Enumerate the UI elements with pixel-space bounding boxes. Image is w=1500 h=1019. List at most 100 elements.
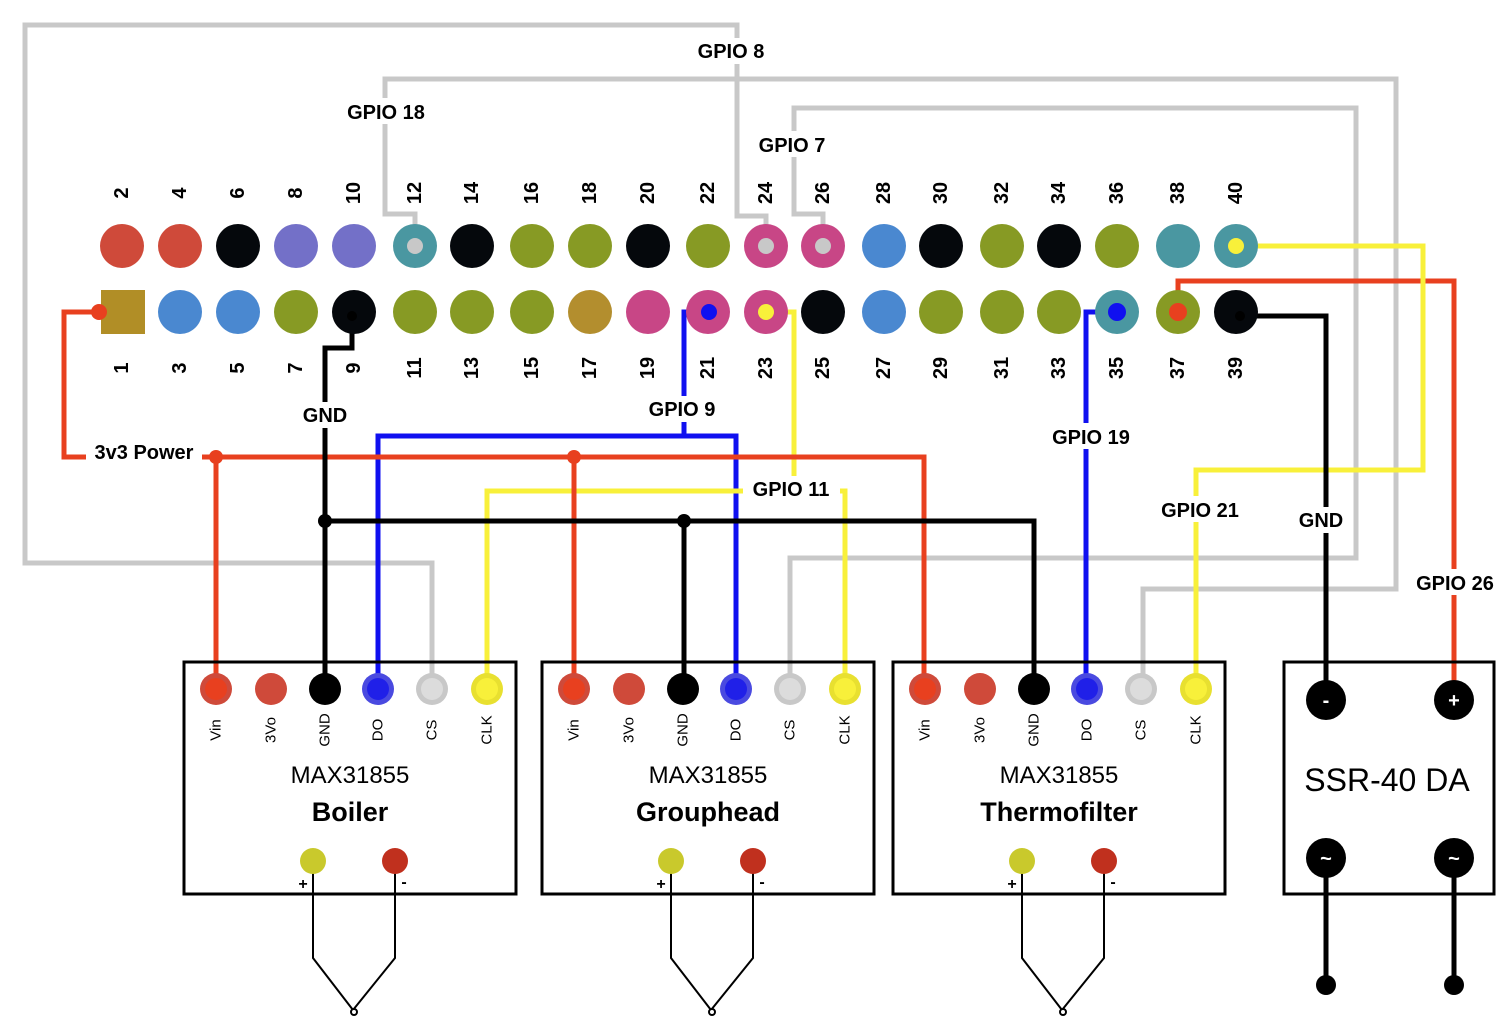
header-pin-number: 10 xyxy=(343,182,365,204)
thermocouple-wire xyxy=(312,861,396,1012)
header-pin-number: 21 xyxy=(697,357,719,379)
header-pin-7 xyxy=(274,290,318,334)
module-box xyxy=(891,660,1227,896)
label-gnd-left: GND xyxy=(303,405,347,427)
junction-power-grouphead xyxy=(567,450,581,464)
header-pin-number: 20 xyxy=(637,182,659,204)
module-pin-label: Vin xyxy=(566,719,583,740)
header-pin-number: 37 xyxy=(1167,357,1189,379)
module-pin-label: CS xyxy=(424,720,441,741)
module-pin-label: DO xyxy=(728,719,745,742)
tc-minus-terminal xyxy=(382,848,408,874)
module-pin-label: GND xyxy=(1026,713,1043,747)
module-pin-core xyxy=(672,678,694,700)
module-pin-core xyxy=(205,678,227,700)
header-pin-33 xyxy=(1037,290,1081,334)
header-pin-13 xyxy=(450,290,494,334)
header-pin-6 xyxy=(216,224,260,268)
header-pin-4 xyxy=(158,224,202,268)
ssr-name: SSR-40 DA xyxy=(1304,762,1470,798)
dot-pin12 xyxy=(407,238,423,254)
header-pin-number: 30 xyxy=(930,182,952,204)
module-pin-core xyxy=(914,678,936,700)
module-pin-core xyxy=(421,678,443,700)
ssr-plus-label: + xyxy=(1448,690,1460,712)
header-pin-number: 19 xyxy=(637,357,659,379)
header-pin-29 xyxy=(919,290,963,334)
module-pin-label: 3Vo xyxy=(972,717,989,743)
module-pin-core xyxy=(1130,678,1152,700)
wire-labels: GPIO 8 GPIO 18 GPIO 7 GPIO 9 GPIO 11 GPI… xyxy=(86,38,1500,595)
label-gnd-ssr: GND xyxy=(1299,510,1343,532)
ssr-ac1-end xyxy=(1316,975,1336,995)
module-pin-core xyxy=(834,678,856,700)
label-gpio21: GPIO 21 xyxy=(1161,500,1239,522)
module-grouphead: Vin 3Vo GND DO CS CLK MAX31855 Grouphead + - xyxy=(540,660,876,1016)
module-pin-label: DO xyxy=(1079,719,1096,742)
dot-pin39 xyxy=(1235,311,1245,321)
dot-pin37 xyxy=(1169,303,1187,321)
header-pin-22 xyxy=(686,224,730,268)
ssr-ac1-terminal xyxy=(1306,838,1346,878)
module-box xyxy=(540,660,876,896)
junction-gnd-grouphead xyxy=(677,514,691,528)
module-pin-label: CLK xyxy=(1188,715,1205,744)
dot-pin35 xyxy=(1108,303,1126,321)
modules: Vin 3Vo GND DO CS CLK MAX31855 Boiler + - Vin 3Vo GN… xyxy=(182,660,1227,1016)
header-pin-number: 12 xyxy=(404,182,426,204)
module-pin-core xyxy=(1023,678,1045,700)
module-pin-core xyxy=(476,678,498,700)
wire-gpio21 xyxy=(1193,243,1426,689)
label-gpio7: GPIO 7 xyxy=(759,135,826,157)
tc-minus-label: - xyxy=(1110,874,1115,891)
header-pin-number: 13 xyxy=(461,357,483,379)
header-pin-30 xyxy=(919,224,963,268)
module-boiler: Vin 3Vo GND DO CS CLK MAX31855 Boiler + - xyxy=(182,660,518,1016)
module-pin-core xyxy=(563,678,585,700)
module-pin-label: CS xyxy=(782,720,799,741)
junction-gnd-boiler xyxy=(318,514,332,528)
tc-plus-label: + xyxy=(298,876,307,893)
header-pin-2 xyxy=(100,224,144,268)
header-pin-1 xyxy=(101,290,145,334)
tc-plus-terminal xyxy=(300,848,326,874)
ssr-minus-label: - xyxy=(1323,690,1330,712)
junctions xyxy=(209,450,691,528)
module-box xyxy=(182,660,518,896)
module-pin-label: 3Vo xyxy=(621,717,638,743)
module-pin-label: Vin xyxy=(917,719,934,740)
header-pin-number: 35 xyxy=(1106,357,1128,379)
header-pin-number: 16 xyxy=(521,182,543,204)
header-pin-number: 1 xyxy=(111,362,133,373)
module-pin-label: DO xyxy=(370,719,387,742)
module-pin-core xyxy=(1076,678,1098,700)
wire-gpio26 xyxy=(1175,278,1457,700)
header-pin-number: 33 xyxy=(1048,357,1070,379)
header-pin-number: 27 xyxy=(873,357,895,379)
module-chip: MAX31855 xyxy=(291,762,410,789)
dot-pin40 xyxy=(1228,238,1244,254)
header-pin-number: 4 xyxy=(169,187,191,199)
header-pin-5 xyxy=(216,290,260,334)
header-pin-18 xyxy=(568,224,612,268)
wire-gpio18 xyxy=(382,76,1399,689)
ssr-box xyxy=(1282,660,1496,896)
label-gpio8: GPIO 8 xyxy=(698,41,765,63)
header-pin-number: 7 xyxy=(285,362,307,373)
header-pin-19 xyxy=(626,290,670,334)
header-pin-28 xyxy=(862,224,906,268)
module-pin-core xyxy=(779,678,801,700)
tc-minus-label: - xyxy=(759,874,764,891)
header-pin-10 xyxy=(332,224,376,268)
label-gpio19: GPIO 19 xyxy=(1052,427,1130,449)
module-pin-core xyxy=(725,678,747,700)
header-pin-number: 2 xyxy=(111,187,133,198)
module-name: Thermofilter xyxy=(980,797,1138,827)
thermocouple-wire xyxy=(1021,861,1105,1012)
header-pin-3 xyxy=(158,290,202,334)
module-pin-label: Vin xyxy=(208,719,225,740)
module-chip: MAX31855 xyxy=(1000,762,1119,789)
header-pin-number: 17 xyxy=(579,357,601,379)
header-pin-number: 14 xyxy=(461,181,483,204)
